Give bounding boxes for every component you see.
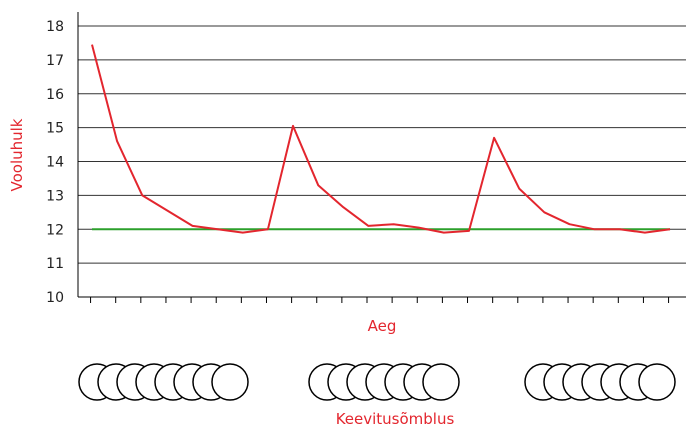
weld-bead xyxy=(211,363,249,401)
x-ticks xyxy=(90,297,670,303)
weld-seam-label: Keevitusõmblus xyxy=(336,410,455,428)
y-axis-title: Vooluhulk xyxy=(8,118,26,191)
x-axis-title: Aeg xyxy=(368,317,397,335)
series xyxy=(91,44,671,234)
y-tick-label-10: 10 xyxy=(46,290,64,306)
gridlines xyxy=(78,25,686,264)
y-tick-label-13: 13 xyxy=(46,188,64,204)
y-tick-label-15: 15 xyxy=(46,121,64,137)
weld-bead xyxy=(422,363,460,401)
y-tick-label-12: 12 xyxy=(46,222,64,238)
y-tick-label-18: 18 xyxy=(46,19,64,35)
y-tick-label-17: 17 xyxy=(46,53,64,69)
weld-seam-group-2 xyxy=(308,363,460,401)
y-tick-label-16: 16 xyxy=(46,87,64,103)
weld-seam-illustration xyxy=(78,363,676,401)
axes xyxy=(77,12,686,298)
weld-bead xyxy=(638,363,676,401)
y-tick-labels: 10 11 12 13 14 15 16 17 18 xyxy=(46,19,64,306)
series-line-0 xyxy=(91,44,671,234)
y-tick-label-11: 11 xyxy=(46,256,64,272)
y-tick-label-14: 14 xyxy=(46,155,64,171)
weld-seam-group-3 xyxy=(524,363,676,401)
weld-seam-group-1 xyxy=(78,363,249,401)
